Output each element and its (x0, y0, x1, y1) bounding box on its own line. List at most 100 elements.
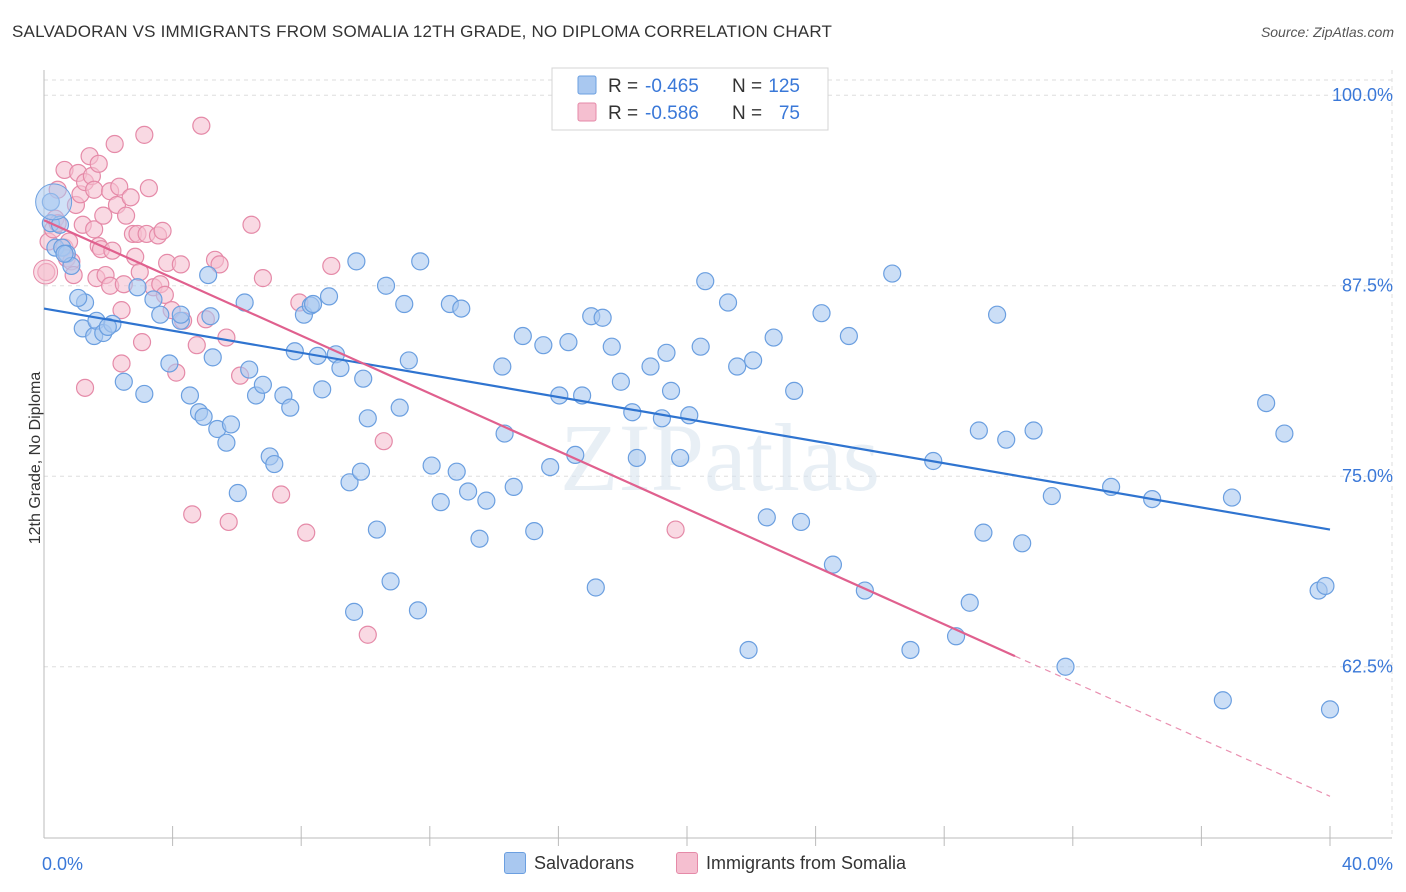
somalia-point (105, 134, 124, 154)
somalia-point (94, 206, 113, 225)
salvadoran-point (823, 555, 843, 574)
legend-n-label: N = (732, 76, 762, 97)
salvadoran-point (431, 493, 450, 512)
salvadoran-trend-line (43, 307, 1331, 531)
somalia-point (85, 180, 104, 199)
salvadoran-point (381, 572, 400, 591)
salvadoran-point (883, 264, 902, 283)
salvadoran-point (541, 457, 560, 477)
somalia-point (75, 378, 95, 397)
salvadoran-point (411, 252, 430, 271)
salvadoran-point (812, 304, 831, 323)
salvadoran-point (839, 326, 858, 346)
legend-swatch-somalia (676, 852, 698, 874)
salvadoran-point (340, 473, 359, 492)
salvadoran-point (1222, 488, 1242, 507)
salvadoran-point (974, 523, 993, 542)
salvadoran-point (470, 529, 489, 548)
legend-r-value: -0.586 (645, 103, 699, 124)
salvadoran-point (1013, 534, 1032, 553)
salvadoran-point (358, 409, 377, 428)
salvadoran-point (459, 482, 478, 501)
salvadoran-point (534, 336, 553, 355)
salvadoran-point (347, 252, 366, 271)
salvadoran-point (1056, 657, 1075, 676)
salvadoran-point (513, 326, 532, 346)
salvadoran-point (1213, 691, 1232, 710)
somalia-point (110, 177, 129, 196)
salvadoran-point (135, 384, 154, 404)
somalia-point (112, 354, 131, 373)
somalia-point (242, 215, 261, 234)
legend-label-somalia: Immigrants from Somalia (706, 852, 907, 873)
legend-swatch-salvadorans (504, 852, 526, 874)
y-tick-label: 75.0% (1342, 466, 1393, 486)
salvadoran-point (641, 357, 660, 376)
legend-r-label: R = (608, 76, 638, 97)
somalia-point (253, 269, 272, 288)
somalia-trend-extension (1014, 655, 1331, 797)
somalia-point (171, 255, 190, 274)
salvadoran-point (785, 381, 804, 400)
salvadoran-point (228, 483, 247, 503)
somalia-point (132, 333, 152, 352)
salvadoran-point (718, 293, 738, 312)
salvadoran-point (408, 601, 428, 620)
y-tick-label: 100.0% (1332, 85, 1393, 105)
salvadoran-point (128, 278, 147, 297)
somalia-point (297, 523, 316, 542)
salvadoran-point (627, 448, 646, 468)
salvadoran-point (657, 343, 676, 362)
somalia-point (374, 432, 393, 451)
legend-item-salvadorans: Salvadorans (504, 852, 634, 874)
salvadoran-point (493, 357, 512, 376)
somalia-point (153, 221, 172, 240)
legend-r-label: R = (608, 103, 638, 124)
legend-swatch-somalia (577, 102, 597, 122)
y-axis-label: 12th Grade, No Diploma (27, 372, 44, 545)
somalia-point (217, 328, 236, 347)
legend-n-value: 75 (779, 103, 800, 124)
bottom-legend: Salvadorans Immigrants from Somalia (0, 852, 1406, 878)
salvadoran-point (728, 357, 747, 376)
salvadoran-point (1275, 424, 1294, 443)
salvadoran-point (791, 512, 811, 532)
salvadoran-point (98, 317, 117, 336)
salvadoran-point (744, 351, 763, 370)
salvadoran-point (559, 333, 578, 352)
salvadoran-point (240, 360, 259, 379)
salvadoran-point (1316, 576, 1335, 596)
salvadoran-point (602, 337, 621, 356)
salvadoran-point (611, 372, 630, 391)
somalia-point (272, 485, 291, 504)
salvadoran-point (114, 372, 133, 391)
salvadoran-point (422, 456, 441, 475)
salvadoran-point (696, 272, 715, 291)
x-tick-label: 0.0% (42, 854, 83, 874)
salvadoran-point (652, 409, 672, 428)
watermark: ZIPatlas (560, 404, 880, 511)
salvadoran-point (160, 354, 179, 373)
salvadoran-point (376, 276, 396, 295)
salvadoran-point (757, 508, 776, 527)
legend-n-value: 125 (768, 76, 800, 97)
salvadoran-point (586, 578, 605, 597)
somalia-point (135, 125, 154, 144)
salvadoran-point (1257, 393, 1276, 413)
salvadoran-point (764, 328, 783, 347)
salvadoran-point (960, 593, 979, 612)
salvadoran-point (253, 375, 272, 394)
legend-label-salvadorans: Salvadorans (534, 852, 635, 873)
salvadoran-point (35, 183, 73, 221)
salvadoran-point (144, 290, 163, 309)
salvadoran-point (331, 358, 350, 378)
salvadoran-point (303, 294, 323, 314)
salvadoran-point (351, 462, 371, 481)
salvadoran-point (265, 454, 284, 474)
somalia-point (116, 206, 136, 225)
salvadoran-point (901, 640, 920, 660)
salvadoran-point (452, 299, 471, 318)
y-tick-label: 87.5% (1342, 276, 1393, 296)
salvadoran-point (661, 381, 681, 400)
